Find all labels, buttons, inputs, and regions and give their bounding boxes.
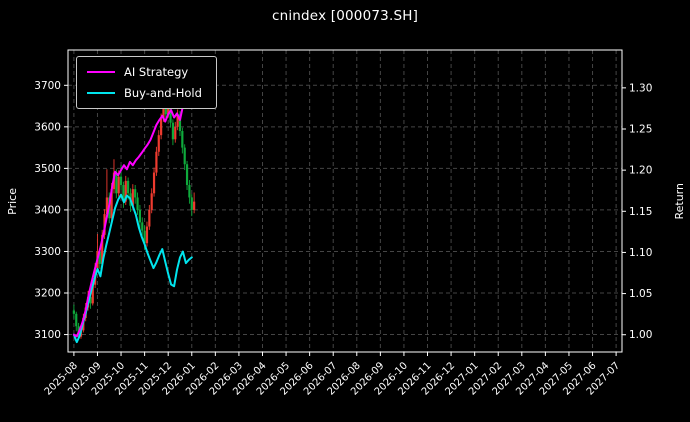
candlestick-series	[72, 87, 196, 340]
buy-and-hold-line-swatch	[87, 91, 115, 95]
legend-item-buy-and-hold: Buy-and-Hold	[87, 86, 202, 100]
chart-title: cnindex [000073.SH]	[271, 8, 419, 24]
ai-strategy-line	[72, 105, 184, 338]
price-tick-label: 3100	[34, 329, 61, 341]
return-tick-label: 1.10	[629, 247, 652, 259]
price-tick-label: 3500	[34, 163, 61, 175]
buy-and-hold-line	[72, 193, 193, 344]
return-tick-label: 1.25	[629, 123, 652, 135]
legend: AI Strategy Buy-and-Hold	[76, 56, 217, 109]
price-tick-label: 3300	[34, 246, 61, 258]
return-tick-label: 1.30	[629, 82, 652, 94]
return-tick-label: 1.20	[629, 165, 652, 177]
legend-label-ai-strategy: AI Strategy	[124, 65, 189, 79]
price-tick-label: 3400	[34, 204, 61, 216]
right-axis-label: Return	[673, 182, 686, 220]
ai-strategy-line-swatch	[87, 70, 115, 74]
plot-border	[67, 49, 623, 353]
legend-item-ai-strategy: AI Strategy	[87, 65, 202, 79]
legend-label-buy-and-hold: Buy-and-Hold	[124, 86, 202, 100]
price-tick-label: 3200	[34, 288, 61, 300]
price-tick-label: 3700	[34, 80, 61, 92]
left-axis-label: Price	[6, 187, 19, 215]
price-tick-label: 3600	[34, 121, 61, 133]
return-tick-label: 1.00	[629, 329, 652, 341]
return-tick-label: 1.05	[629, 288, 652, 300]
return-tick-label: 1.15	[629, 206, 652, 218]
